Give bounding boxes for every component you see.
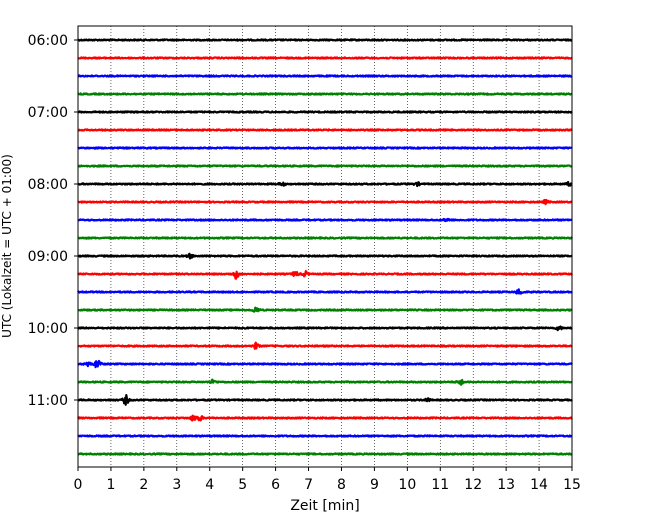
trace-11:15 (77, 414, 573, 422)
trace-08:30 (77, 217, 573, 223)
trace-06:45 (77, 92, 573, 96)
y-tick-label: 06:00 (28, 33, 68, 49)
x-tick-label: 9 (370, 477, 379, 493)
trace-10:15 (77, 341, 573, 350)
x-tick-label: 2 (139, 477, 148, 493)
x-tick-label: 3 (172, 477, 181, 493)
trace-06:15 (77, 56, 573, 60)
y-axis-label: UTC (Lokalzeit = UTC + 01:00) (0, 154, 14, 338)
y-tick-label: 08:00 (28, 177, 68, 193)
trace-07:00 (77, 110, 573, 114)
y-tick-label: 09:00 (28, 249, 68, 265)
trace-10:00 (77, 325, 573, 332)
trace-09:30 (77, 288, 573, 295)
x-tick-label: 11 (431, 477, 449, 493)
y-tick-label: 07:00 (28, 105, 68, 121)
trace-09:45 (77, 306, 573, 313)
x-tick-label: 5 (238, 477, 247, 493)
trace-10:45 (77, 378, 573, 386)
trace-09:00 (77, 252, 573, 260)
trace-07:45 (77, 164, 573, 168)
trace-08:15 (77, 198, 573, 206)
x-tick-label: 7 (304, 477, 313, 493)
trace-11:00 (77, 394, 573, 406)
y-tick-label: 11:00 (28, 393, 68, 409)
x-tick-label: 1 (106, 477, 115, 493)
x-tick-label: 15 (563, 477, 581, 493)
plot-frame (77, 25, 573, 468)
trace-09:15 (77, 270, 573, 280)
trace-06:30 (77, 74, 573, 78)
trace-11:30 (77, 434, 573, 438)
traces-group (77, 38, 573, 456)
x-tick-label: 13 (497, 477, 515, 493)
y-tick-label: 10:00 (28, 321, 68, 337)
x-tick-label: 8 (337, 477, 346, 493)
x-tick-label: 4 (205, 477, 214, 493)
x-axis: 0 1 2 3 4 5 6 7 8 9 10 11 12 13 14 15 (74, 467, 581, 493)
x-axis-label: Zeit [min] (290, 498, 359, 514)
trace-06:00 (77, 38, 573, 42)
x-tick-label: 12 (464, 477, 482, 493)
trace-08:00 (77, 180, 573, 188)
x-tick-label: 14 (530, 477, 548, 493)
x-tick-label: 10 (398, 477, 416, 493)
trace-10:30 (77, 359, 573, 369)
x-tick-label: 6 (271, 477, 280, 493)
trace-07:30 (77, 146, 573, 150)
trace-08:45 (77, 236, 573, 240)
x-tick-label: 0 (74, 477, 83, 493)
trace-07:15 (77, 128, 573, 132)
trace-11:45 (77, 452, 573, 456)
y-axis: 06:00 07:00 08:00 09:00 10:00 11:00 (28, 33, 78, 409)
